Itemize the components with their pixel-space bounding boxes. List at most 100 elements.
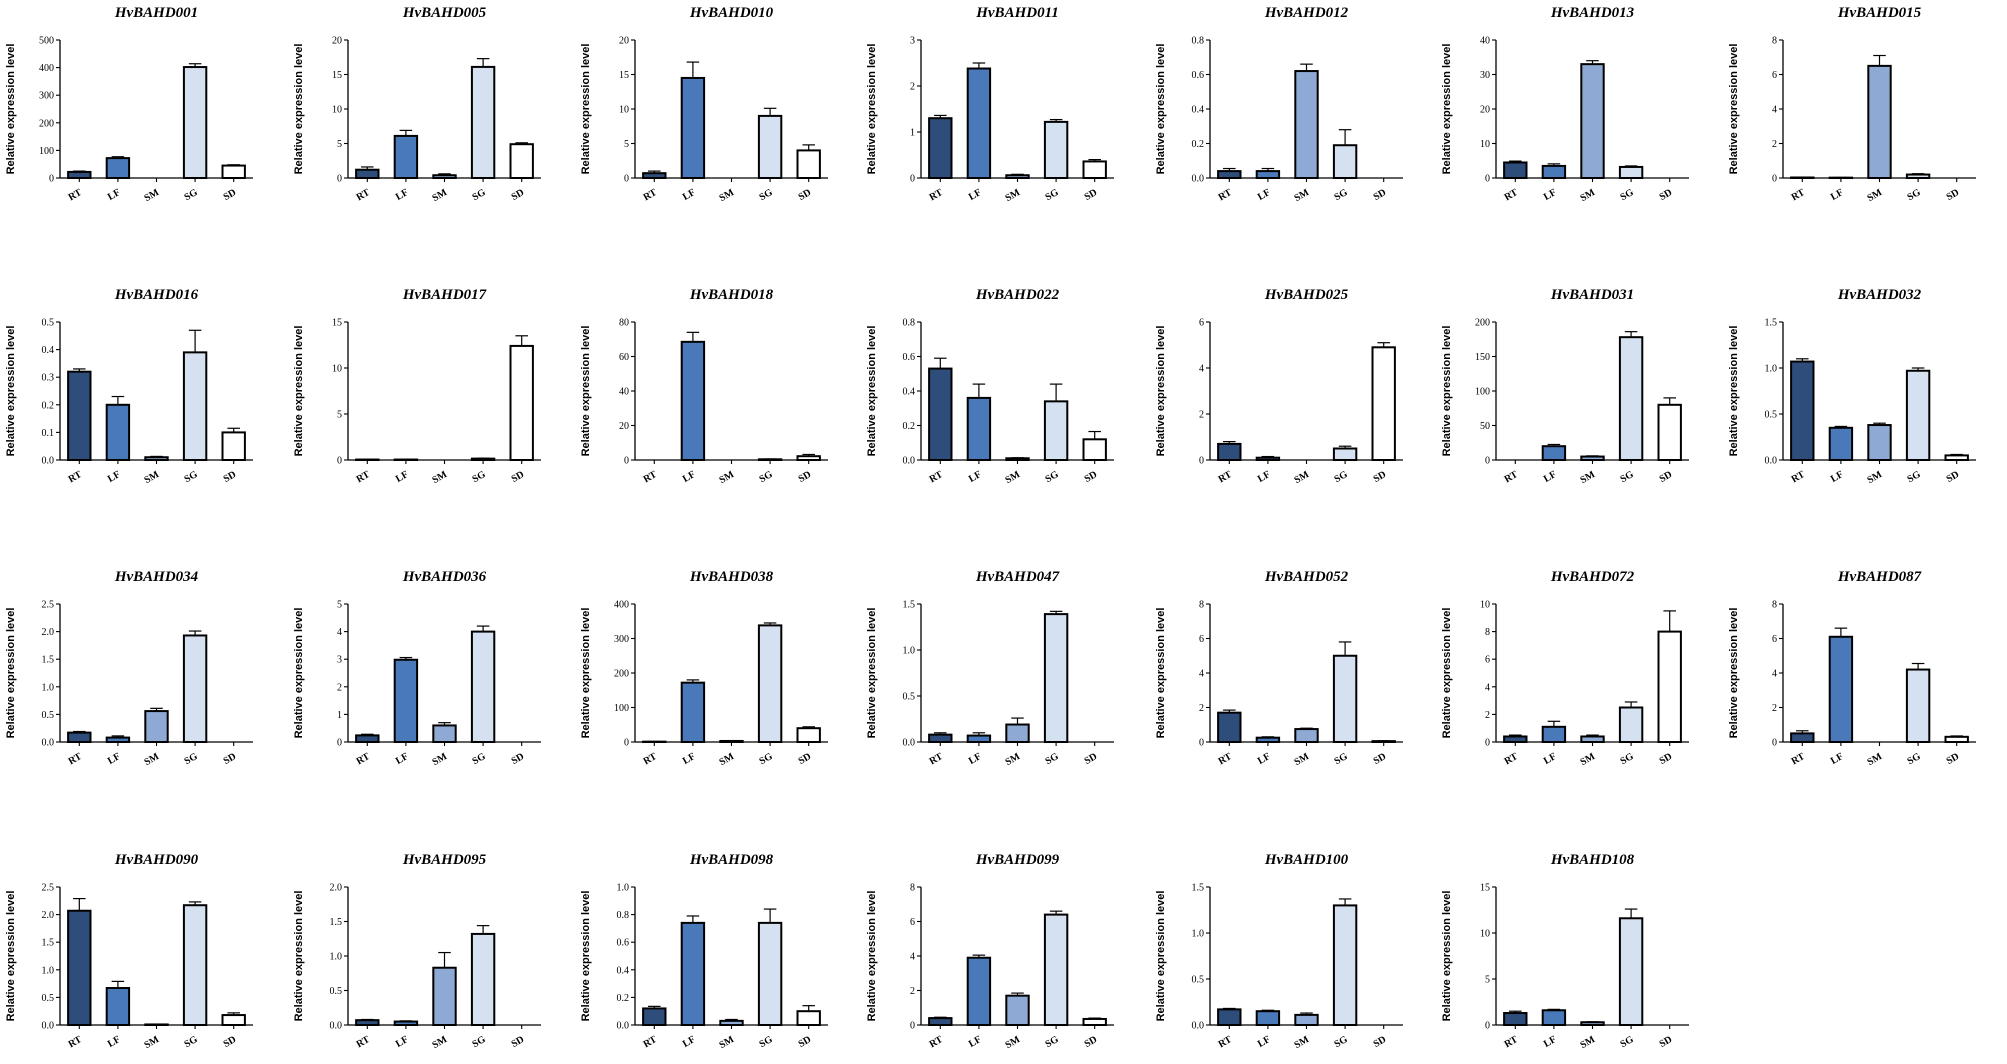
panel-HvBAHD001: HvBAHD001 Relative expression level 0 100 20… bbox=[5, 5, 253, 204]
y-tick-label: 2.0 bbox=[42, 910, 55, 921]
x-tick-label-SM: SM bbox=[431, 751, 450, 768]
y-tick-label: 4 bbox=[1485, 682, 1490, 693]
y-tick-label: 4 bbox=[1772, 105, 1777, 116]
y-tick-label: 5 bbox=[337, 410, 342, 421]
bar-SD bbox=[1657, 403, 1682, 461]
x-tick-label-SD: SD bbox=[1372, 1034, 1389, 1050]
y-tick-label: 20 bbox=[619, 36, 629, 47]
x-tick-label-LF: LF bbox=[1256, 187, 1273, 203]
y-tick-label: 1.0 bbox=[330, 952, 343, 963]
chart-title: HvBAHD016 bbox=[114, 287, 199, 303]
bar-SM bbox=[719, 1019, 744, 1026]
y-tick-label: 0.8 bbox=[1192, 36, 1205, 47]
x-tick-label-LF: LF bbox=[106, 469, 123, 485]
y-tick-label: 0.5 bbox=[1765, 410, 1778, 421]
y-axis-label: Relative expression level bbox=[1441, 891, 1453, 1022]
y-tick-label: 0 bbox=[624, 456, 629, 467]
y-tick-label: 6 bbox=[1485, 655, 1490, 666]
bar-RT bbox=[928, 367, 953, 462]
panel-HvBAHD011: HvBAHD011 Relative expression level 0 1 2 3 RT… bbox=[866, 5, 1114, 204]
x-tick-label-SG: SG bbox=[1619, 187, 1636, 203]
y-tick-label: 20 bbox=[619, 421, 629, 432]
chart-title: HvBAHD022 bbox=[975, 287, 1060, 303]
x-tick-label-RT: RT bbox=[642, 469, 660, 485]
y-tick-label: 2 bbox=[1199, 410, 1204, 421]
y-tick-label: 0.0 bbox=[903, 738, 916, 749]
y-axis-label: Relative expression level bbox=[293, 326, 305, 457]
y-tick-label: 30 bbox=[1480, 70, 1490, 81]
y-tick-label: 0.2 bbox=[903, 421, 916, 432]
x-tick-label-SD: SD bbox=[1372, 469, 1389, 485]
bar-LF bbox=[105, 157, 131, 180]
bar-LF bbox=[680, 681, 706, 743]
chart-title: HvBAHD012 bbox=[1264, 5, 1349, 21]
y-tick-label: 400 bbox=[614, 600, 629, 611]
bar-SM bbox=[1005, 723, 1030, 744]
x-tick-label-SG: SG bbox=[1333, 187, 1350, 203]
chart-title: HvBAHD017 bbox=[402, 287, 487, 303]
y-tick-label: 200 bbox=[614, 669, 629, 680]
y-tick-label: 0.6 bbox=[617, 938, 630, 949]
y-tick-label: 2.5 bbox=[42, 883, 55, 894]
chart-title: HvBAHD100 bbox=[1264, 852, 1349, 868]
y-axis-label: Relative expression level bbox=[1155, 326, 1167, 457]
x-tick-label-LF: LF bbox=[394, 1034, 411, 1050]
bar-LF bbox=[393, 134, 419, 180]
y-tick-label: 0 bbox=[49, 174, 54, 185]
y-tick-label: 8 bbox=[1772, 600, 1777, 611]
x-tick-label-RT: RT bbox=[642, 751, 660, 767]
bar-SM bbox=[1294, 70, 1319, 179]
bar-SG bbox=[757, 624, 783, 744]
bar-LF bbox=[1541, 164, 1567, 180]
y-tick-label: 150 bbox=[1475, 352, 1490, 363]
y-tick-label: 3 bbox=[337, 655, 342, 666]
bar-SG bbox=[182, 351, 208, 461]
x-tick-label-LF: LF bbox=[394, 187, 411, 203]
bar-SG bbox=[757, 114, 783, 179]
bar-RT bbox=[1503, 735, 1528, 743]
x-tick-label-SM: SM bbox=[1866, 187, 1885, 204]
bar-RT bbox=[1217, 170, 1242, 180]
x-tick-label-RT: RT bbox=[67, 469, 85, 485]
y-tick-label: 1.5 bbox=[42, 938, 55, 949]
y-tick-label: 0.0 bbox=[1765, 456, 1778, 467]
x-tick-label-LF: LF bbox=[967, 751, 984, 767]
y-axis-label: Relative expression level bbox=[1155, 891, 1167, 1022]
bar-SM bbox=[1867, 64, 1892, 179]
x-tick-label-SM: SM bbox=[1293, 1034, 1312, 1051]
bar-SG bbox=[1905, 369, 1931, 462]
x-tick-label-LF: LF bbox=[394, 751, 411, 767]
bar-RT bbox=[1503, 1012, 1528, 1026]
x-tick-label-RT: RT bbox=[928, 469, 946, 485]
bar-RT bbox=[928, 1017, 953, 1026]
panel-HvBAHD072: HvBAHD072 Relative expression level 0 2 4 6 8 1… bbox=[1441, 569, 1689, 768]
y-tick-label: 300 bbox=[614, 634, 629, 645]
chart-title: HvBAHD087 bbox=[1837, 569, 1922, 585]
y-tick-label: 0 bbox=[337, 738, 342, 749]
x-tick-label-RT: RT bbox=[1217, 469, 1235, 485]
x-tick-label-SG: SG bbox=[183, 187, 200, 203]
y-tick-label: 0.6 bbox=[1192, 70, 1205, 81]
bar-LF bbox=[1255, 170, 1281, 180]
bar-RT bbox=[67, 370, 92, 461]
panel-HvBAHD087: HvBAHD087 Relative expression level 0 2 4 6 8 R… bbox=[1728, 569, 1976, 768]
y-axis-label: Relative expression level bbox=[1155, 44, 1167, 175]
bar-SD bbox=[1657, 630, 1682, 743]
y-axis-label: Relative expression level bbox=[866, 608, 878, 739]
y-axis-label: Relative expression level bbox=[866, 891, 878, 1022]
y-tick-label: 2 bbox=[1485, 710, 1490, 721]
y-tick-label: 0 bbox=[1485, 456, 1490, 467]
bar-SG bbox=[1043, 120, 1069, 179]
y-tick-label: 50 bbox=[1480, 421, 1490, 432]
chart-title: HvBAHD011 bbox=[975, 5, 1059, 21]
y-tick-label: 0.0 bbox=[617, 1021, 630, 1032]
bar-LF bbox=[105, 736, 131, 743]
y-tick-label: 4 bbox=[1199, 669, 1204, 680]
x-tick-label-SG: SG bbox=[1906, 751, 1923, 767]
y-tick-label: 1.0 bbox=[1765, 364, 1778, 375]
y-tick-label: 1.0 bbox=[42, 965, 55, 976]
panel-HvBAHD013: HvBAHD013 Relative expression level 0 10 20 3… bbox=[1441, 5, 1689, 204]
bar-LF bbox=[680, 340, 706, 461]
bar-RT bbox=[355, 168, 380, 180]
x-tick-label-SG: SG bbox=[1333, 1034, 1350, 1050]
